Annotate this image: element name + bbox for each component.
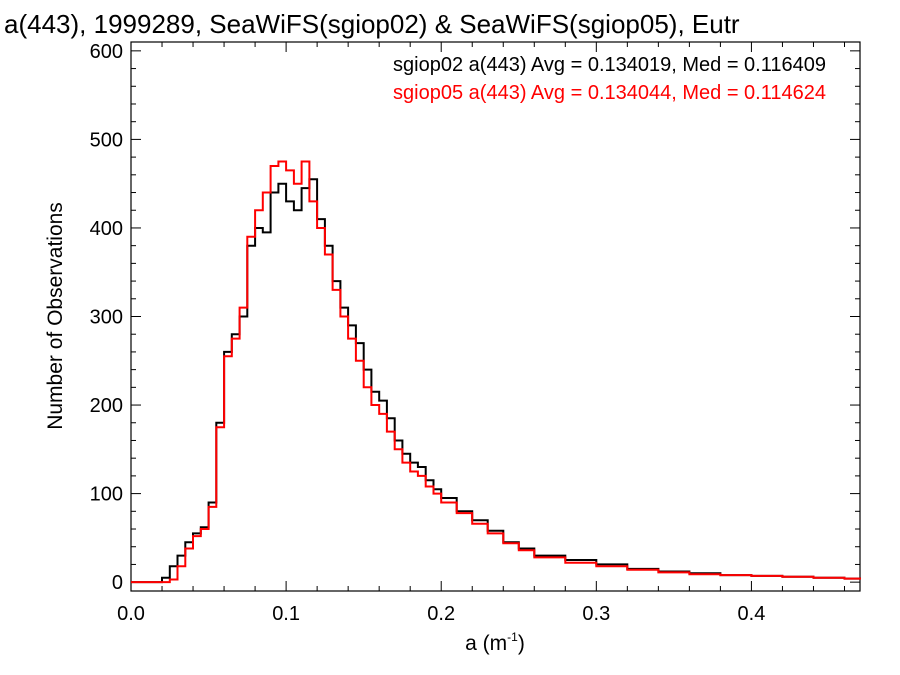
series-line-sgiop02 — [131, 178, 861, 584]
legend-entry-sgiop05: sgiop05 a(443) Avg = 0.134044, Med = 0.1… — [393, 82, 826, 104]
x-tick-label: 0.4 — [738, 603, 766, 625]
y-tick-label: 0 — [112, 572, 123, 594]
y-tick-label: 500 — [90, 129, 123, 151]
y-tick-label: 300 — [90, 307, 123, 329]
x-tick-label: 0.2 — [427, 603, 455, 625]
x-axis: 0.0 0.1 0.2 0.3 0.4 — [117, 42, 845, 625]
series-line-sgiop05 — [131, 160, 861, 584]
y-axis: 0 100 200 300 400 500 600 — [90, 41, 860, 594]
x-axis-label: a (m-1) — [465, 630, 525, 655]
x-tick-label: 0.3 — [582, 603, 610, 625]
x-tick-label: 0.0 — [117, 603, 145, 625]
y-tick-label: 100 — [90, 484, 123, 506]
x-axis-label-close: ) — [518, 632, 525, 655]
x-axis-label-sup: -1 — [507, 630, 518, 644]
y-tick-label: 200 — [90, 395, 123, 417]
y-tick-label: 600 — [90, 41, 123, 63]
legend-entry-sgiop02: sgiop02 a(443) Avg = 0.134019, Med = 0.1… — [393, 54, 826, 76]
legend: sgiop02 a(443) Avg = 0.134019, Med = 0.1… — [393, 54, 826, 104]
series-layer — [131, 160, 861, 584]
chart-title: a(443), 1999289, SeaWiFS(sgiop02) & SeaW… — [4, 9, 740, 39]
x-axis-label-main: a (m — [465, 632, 507, 655]
y-tick-label: 400 — [90, 218, 123, 240]
y-axis-label: Number of Observations — [44, 202, 67, 430]
x-tick-label: 0.1 — [272, 603, 300, 625]
